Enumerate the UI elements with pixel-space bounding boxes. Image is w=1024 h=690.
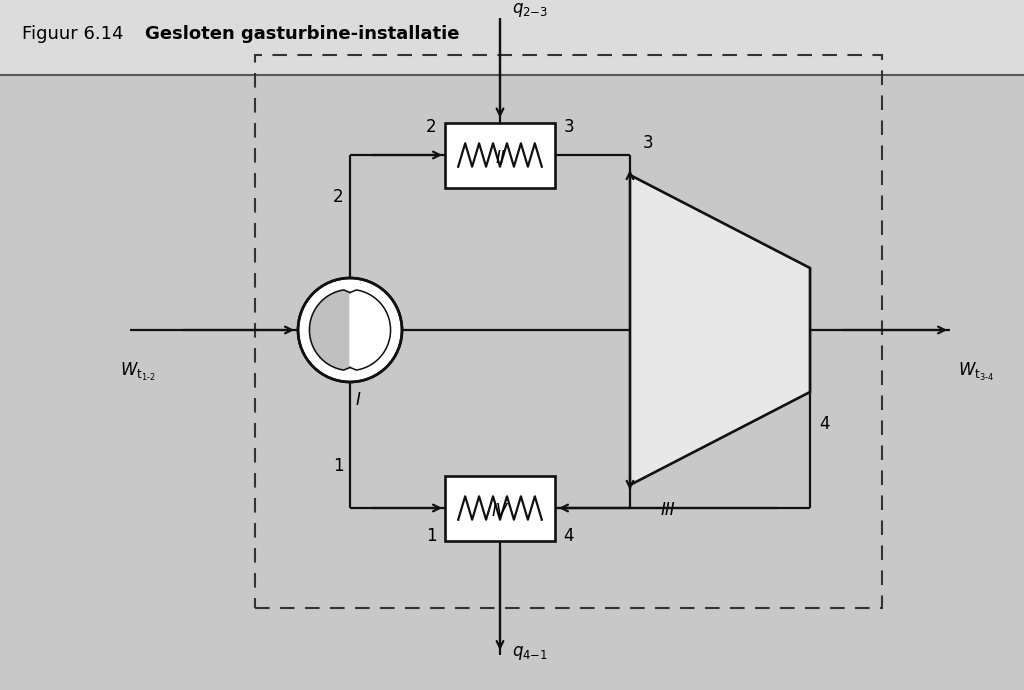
Text: I: I [355, 391, 360, 409]
Text: Figuur 6.14: Figuur 6.14 [22, 25, 124, 43]
Text: 4: 4 [820, 415, 830, 433]
Text: 1: 1 [426, 527, 436, 545]
Text: III: III [660, 501, 675, 519]
Ellipse shape [298, 278, 402, 382]
Polygon shape [630, 175, 810, 485]
Text: 1: 1 [333, 457, 343, 475]
Text: 3: 3 [643, 134, 653, 152]
Bar [255, 55, 882, 608]
Text: $q_{4\mathsf{-}1}$: $q_{4\mathsf{-}1}$ [512, 644, 548, 662]
Text: $W_{\mathrm{t}_{3\text{-}4}}$: $W_{\mathrm{t}_{3\text{-}4}}$ [958, 361, 994, 383]
Bar [0, 0, 1024, 75]
Text: 4: 4 [564, 527, 574, 545]
Text: $q_{2\mathsf{-}3}$: $q_{2\mathsf{-}3}$ [512, 1, 548, 19]
Polygon shape [309, 290, 350, 370]
Bar [445, 475, 555, 540]
Text: II: II [496, 149, 505, 167]
Polygon shape [350, 290, 390, 370]
Text: 3: 3 [563, 118, 574, 136]
Text: 2: 2 [426, 118, 436, 136]
Text: Gesloten gasturbine-installatie: Gesloten gasturbine-installatie [145, 25, 460, 43]
Text: $W_{\mathrm{t}_{1\text{-}2}}$: $W_{\mathrm{t}_{1\text{-}2}}$ [120, 361, 156, 383]
Bar [445, 123, 555, 188]
Text: IV: IV [492, 502, 508, 520]
Text: 2: 2 [333, 188, 343, 206]
